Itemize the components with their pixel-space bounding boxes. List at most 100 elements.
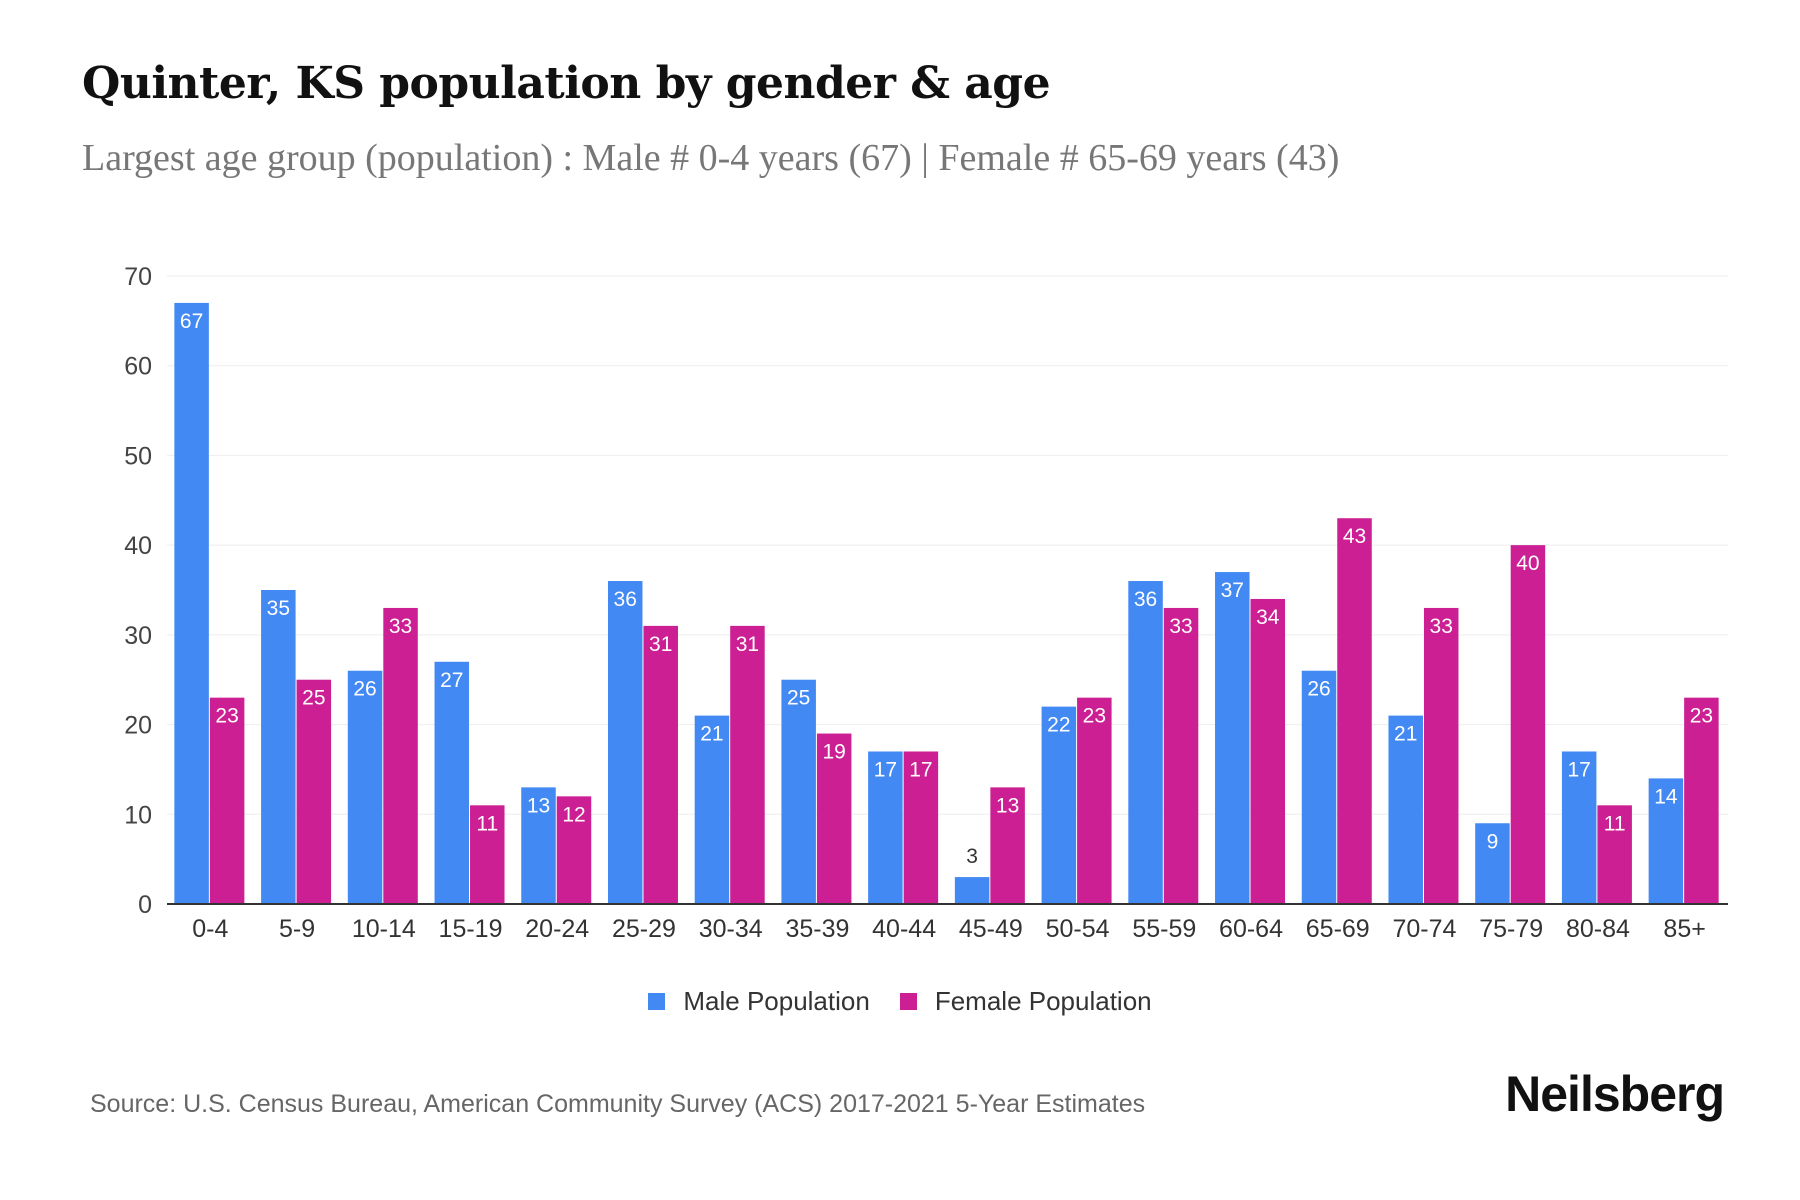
chart-title: Quinter, KS population by gender & age — [82, 58, 1051, 109]
data-label: 23 — [1690, 705, 1713, 728]
data-label: 17 — [1567, 758, 1590, 781]
legend-item-male[interactable]: Male Population — [648, 986, 870, 1017]
y-tick-label: 10 — [124, 801, 152, 829]
bar-female — [1250, 598, 1286, 904]
data-label: 11 — [476, 812, 498, 835]
data-label: 22 — [1047, 714, 1070, 737]
y-tick-label: 0 — [138, 891, 152, 919]
bar-female — [1423, 607, 1459, 904]
y-tick-label: 70 — [124, 263, 152, 291]
data-label: 40 — [1516, 552, 1539, 575]
data-label: 21 — [1394, 723, 1417, 746]
y-tick-label: 50 — [124, 442, 152, 470]
data-label: 17 — [874, 758, 897, 781]
bar-female — [730, 625, 765, 904]
y-tick-label: 40 — [124, 532, 152, 560]
data-label: 23 — [1083, 705, 1106, 728]
bar-female — [990, 787, 1025, 904]
legend-label-male: Male Population — [683, 986, 870, 1016]
x-tick-label: 65-69 — [1306, 915, 1370, 943]
data-label: 3 — [966, 845, 978, 868]
data-label: 34 — [1256, 606, 1280, 629]
x-tick-label: 75-79 — [1479, 915, 1543, 943]
x-tick-label: 0-4 — [192, 915, 228, 943]
x-tick-label: 30-34 — [699, 915, 763, 943]
data-label: 35 — [267, 597, 290, 620]
bar-male — [1301, 670, 1337, 904]
bar-male — [1215, 572, 1250, 904]
bar-male — [607, 581, 643, 904]
data-label: 12 — [562, 803, 585, 826]
data-label: 33 — [389, 615, 412, 638]
data-label: 43 — [1343, 525, 1366, 548]
bar-female — [1684, 697, 1719, 904]
x-tick-label: 80-84 — [1566, 915, 1630, 943]
bar-female — [209, 697, 245, 904]
x-tick-label: 40-44 — [872, 915, 936, 943]
data-label: 11 — [1604, 812, 1626, 835]
y-tick-label: 30 — [124, 622, 152, 650]
bar-female — [383, 607, 418, 904]
data-label: 21 — [700, 723, 723, 746]
x-tick-label: 50-54 — [1046, 915, 1110, 943]
data-label: 25 — [787, 687, 810, 710]
bar-female — [1597, 805, 1632, 904]
bar-male — [1648, 778, 1684, 904]
bar-male — [347, 670, 383, 904]
legend-swatch-female — [899, 993, 917, 1010]
x-tick-label: 20-24 — [525, 915, 589, 943]
x-tick-label: 70-74 — [1392, 915, 1456, 943]
bar-female — [643, 625, 678, 904]
bar-male — [434, 661, 470, 904]
bar-female — [816, 733, 852, 904]
x-tick-label: 10-14 — [352, 915, 416, 943]
data-label: 37 — [1221, 579, 1244, 602]
source-note: Source: U.S. Census Bureau, American Com… — [90, 1090, 1146, 1118]
bar-male — [694, 715, 730, 904]
bar-female — [1510, 545, 1546, 904]
data-label: 19 — [822, 741, 845, 764]
x-tick-label: 15-19 — [439, 915, 503, 943]
data-label: 13 — [527, 794, 550, 817]
y-tick-label: 60 — [124, 353, 152, 381]
bar-male — [174, 302, 209, 904]
bar-male — [1388, 715, 1423, 904]
bar-female — [1077, 697, 1112, 904]
bar-male — [261, 590, 296, 904]
bar-male — [521, 787, 556, 904]
bar-female — [296, 679, 332, 904]
bar-female — [470, 805, 505, 904]
data-label: 36 — [614, 588, 637, 611]
bar-male — [1561, 751, 1597, 904]
data-label: 31 — [736, 633, 759, 656]
x-tick-label: 45-49 — [959, 915, 1023, 943]
bar-female — [1163, 607, 1199, 904]
x-tick-label: 35-39 — [785, 915, 849, 943]
x-tick-label: 55-59 — [1132, 915, 1196, 943]
data-label: 17 — [909, 758, 932, 781]
bar-male — [1475, 823, 1510, 904]
data-label: 36 — [1134, 588, 1157, 611]
bar-female — [1337, 518, 1372, 904]
chart-subtitle: Largest age group (population) : Male # … — [82, 137, 1340, 179]
data-label: 33 — [1430, 615, 1453, 638]
data-label: 25 — [302, 687, 325, 710]
bar-female — [903, 751, 939, 904]
x-tick-label: 5-9 — [279, 915, 315, 943]
x-tick-label: 60-64 — [1219, 915, 1283, 943]
legend-label-female: Female Population — [934, 986, 1152, 1016]
data-label: 13 — [996, 794, 1019, 817]
legend-item-female[interactable]: Female Population — [899, 986, 1152, 1017]
data-label: 26 — [1307, 678, 1330, 701]
data-label: 26 — [353, 678, 376, 701]
x-tick-label: 85+ — [1663, 915, 1705, 943]
data-label: 14 — [1654, 785, 1678, 808]
legend-swatch-male — [648, 993, 666, 1010]
bar-male — [954, 877, 990, 904]
x-tick-label: 25-29 — [612, 915, 676, 943]
bar-male — [1041, 706, 1077, 904]
bar-male — [868, 751, 903, 904]
legend: Male Population Female Population — [0, 986, 1800, 1017]
data-label: 33 — [1169, 615, 1192, 638]
